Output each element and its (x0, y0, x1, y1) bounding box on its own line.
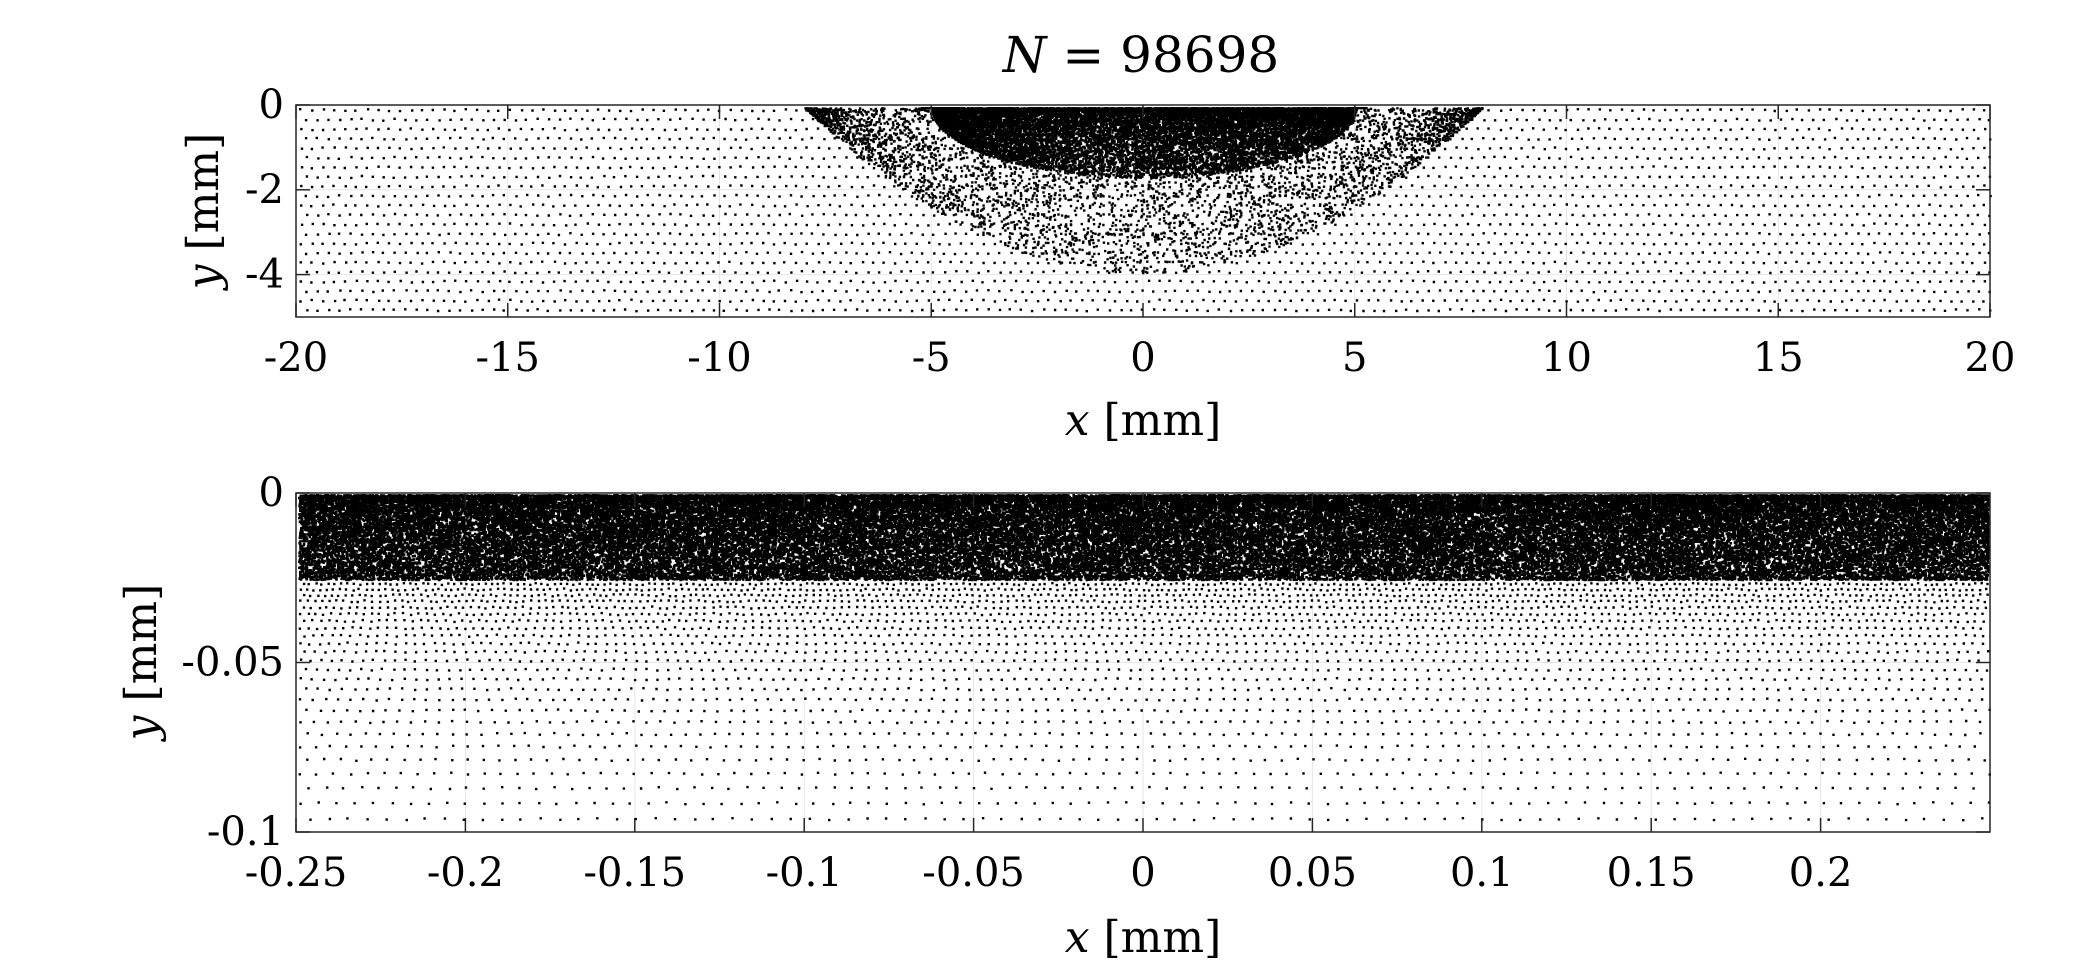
bottom-scatter-plot: -0.25 -0.2 -0.15 -0.1 -0.05 0 0.05 0.1 0.15 0.2 0… (116, 470, 1991, 963)
x-tick-label: 10 (1541, 335, 1592, 381)
figure-title: N = 98698 (1002, 26, 1280, 84)
x-tick-label: -0.15 (584, 850, 687, 896)
scatter-points (298, 494, 1991, 822)
bottom-x-tick-labels: -0.25 -0.2 -0.15 -0.1 -0.05 0 0.05 0.1 0.15 0.2 (245, 850, 1853, 896)
y-tick-label: -0.1 (207, 809, 284, 855)
x-tick-label: 0.1 (1450, 850, 1514, 896)
top-x-tick-labels: -20 -15 -10 -5 0 5 10 15 20 (264, 335, 2016, 381)
x-tick-label: -0.1 (766, 850, 843, 896)
top-y-axis-label: y [mm] (178, 133, 229, 292)
top-scatter-plot: -20 -15 -10 -5 0 5 10 15 20 0 -2 -4 x [mm] y [mm] (178, 82, 2015, 446)
x-tick-label: 0.05 (1268, 850, 1357, 896)
y-tick-label: -0.05 (181, 640, 284, 686)
x-tick-label: 0.15 (1607, 850, 1696, 896)
x-tick-label: -15 (476, 335, 540, 381)
scatter-points (299, 107, 1992, 313)
top-ticks (295, 104, 1991, 317)
x-tick-label: 15 (1753, 335, 1804, 381)
y-tick-label: 0 (259, 470, 284, 516)
x-tick-label: -0.05 (922, 850, 1025, 896)
bottom-y-tick-labels: 0 -0.05 -0.1 (181, 470, 284, 855)
x-tick-label: -20 (264, 335, 328, 381)
bottom-x-axis-label: x [mm] (1065, 912, 1222, 963)
top-y-tick-labels: 0 -2 -4 (245, 82, 284, 298)
x-tick-label: -10 (687, 335, 751, 381)
x-tick-label: -0.25 (245, 850, 348, 896)
y-tick-label: 0 (259, 82, 284, 128)
top-x-axis-label: x [mm] (1065, 395, 1222, 446)
y-tick-label: -4 (245, 252, 284, 298)
x-tick-label: 20 (1965, 335, 2016, 381)
x-tick-label: 0 (1130, 335, 1155, 381)
x-tick-label: -5 (912, 335, 951, 381)
top-points (299, 107, 1992, 313)
x-tick-label: 5 (1342, 335, 1367, 381)
x-tick-label: 0 (1130, 850, 1155, 896)
bottom-points (298, 494, 1991, 822)
bottom-y-axis-label: y [mm] (116, 584, 167, 743)
y-tick-label: -2 (245, 167, 284, 213)
bottom-ticks (295, 492, 1990, 833)
x-tick-label: -0.2 (427, 850, 504, 896)
x-tick-label: 0.2 (1789, 850, 1853, 896)
